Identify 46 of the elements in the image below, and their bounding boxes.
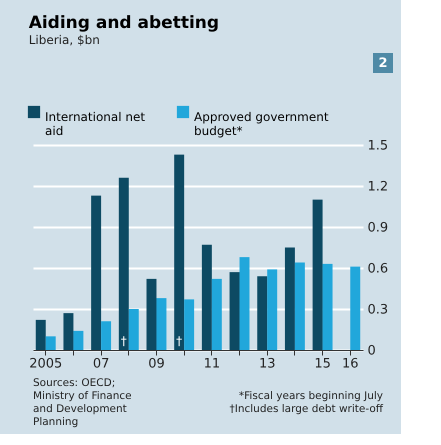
- x-tick-label: 16: [342, 356, 359, 372]
- bar: [267, 269, 278, 350]
- source-note: Sources: OECD; Ministry of Finance and Development Planning: [33, 377, 132, 428]
- data-label: †: [176, 334, 182, 348]
- x-tick-label: 07: [92, 356, 110, 372]
- bar: [240, 257, 250, 350]
- x-tick-label: 09: [148, 356, 165, 372]
- bar: [312, 200, 323, 350]
- bar: [73, 330, 84, 350]
- legend-label: Approved government budget*: [194, 110, 329, 138]
- bar: [284, 248, 295, 350]
- y-tick-label: 1.5: [368, 138, 388, 154]
- bar: [156, 298, 166, 350]
- bar: [174, 154, 184, 350]
- bar: [146, 278, 156, 350]
- y-tick-label: 0.9: [368, 220, 388, 236]
- text: 2: [378, 56, 388, 71]
- bar: [184, 299, 194, 350]
- bar: [101, 321, 112, 350]
- data-label: †: [120, 334, 127, 348]
- chart-subtitle: Liberia, $bn: [28, 33, 100, 47]
- x-tick-label: 11: [204, 356, 220, 372]
- text: *Fiscal years beginning July: [238, 390, 383, 402]
- legend-label: International net aid: [45, 110, 146, 138]
- bar: [46, 336, 56, 350]
- y-tick-label: 0.3: [368, 302, 388, 318]
- text: †Includes large debt write-off: [229, 403, 384, 415]
- y-tick-label: 0.6: [368, 262, 388, 276]
- chart-title: Aiding and abetting: [28, 13, 220, 33]
- bar: [128, 309, 139, 350]
- bar: [350, 266, 360, 350]
- bar: [230, 272, 240, 350]
- bar: [91, 196, 102, 350]
- bar: [322, 264, 333, 350]
- y-tick-label: 0: [368, 344, 376, 358]
- x-tick-label: 15: [314, 356, 331, 372]
- bar: [257, 276, 268, 350]
- y-tick-label: 1.2: [368, 180, 388, 194]
- bar: [63, 313, 74, 350]
- bar: [294, 262, 305, 350]
- bar: [202, 244, 212, 350]
- bar: [212, 278, 222, 350]
- x-tick-label: 13: [258, 356, 276, 372]
- x-tick-label: 2005: [29, 356, 62, 372]
- bar: [118, 178, 129, 350]
- bar: [36, 320, 46, 350]
